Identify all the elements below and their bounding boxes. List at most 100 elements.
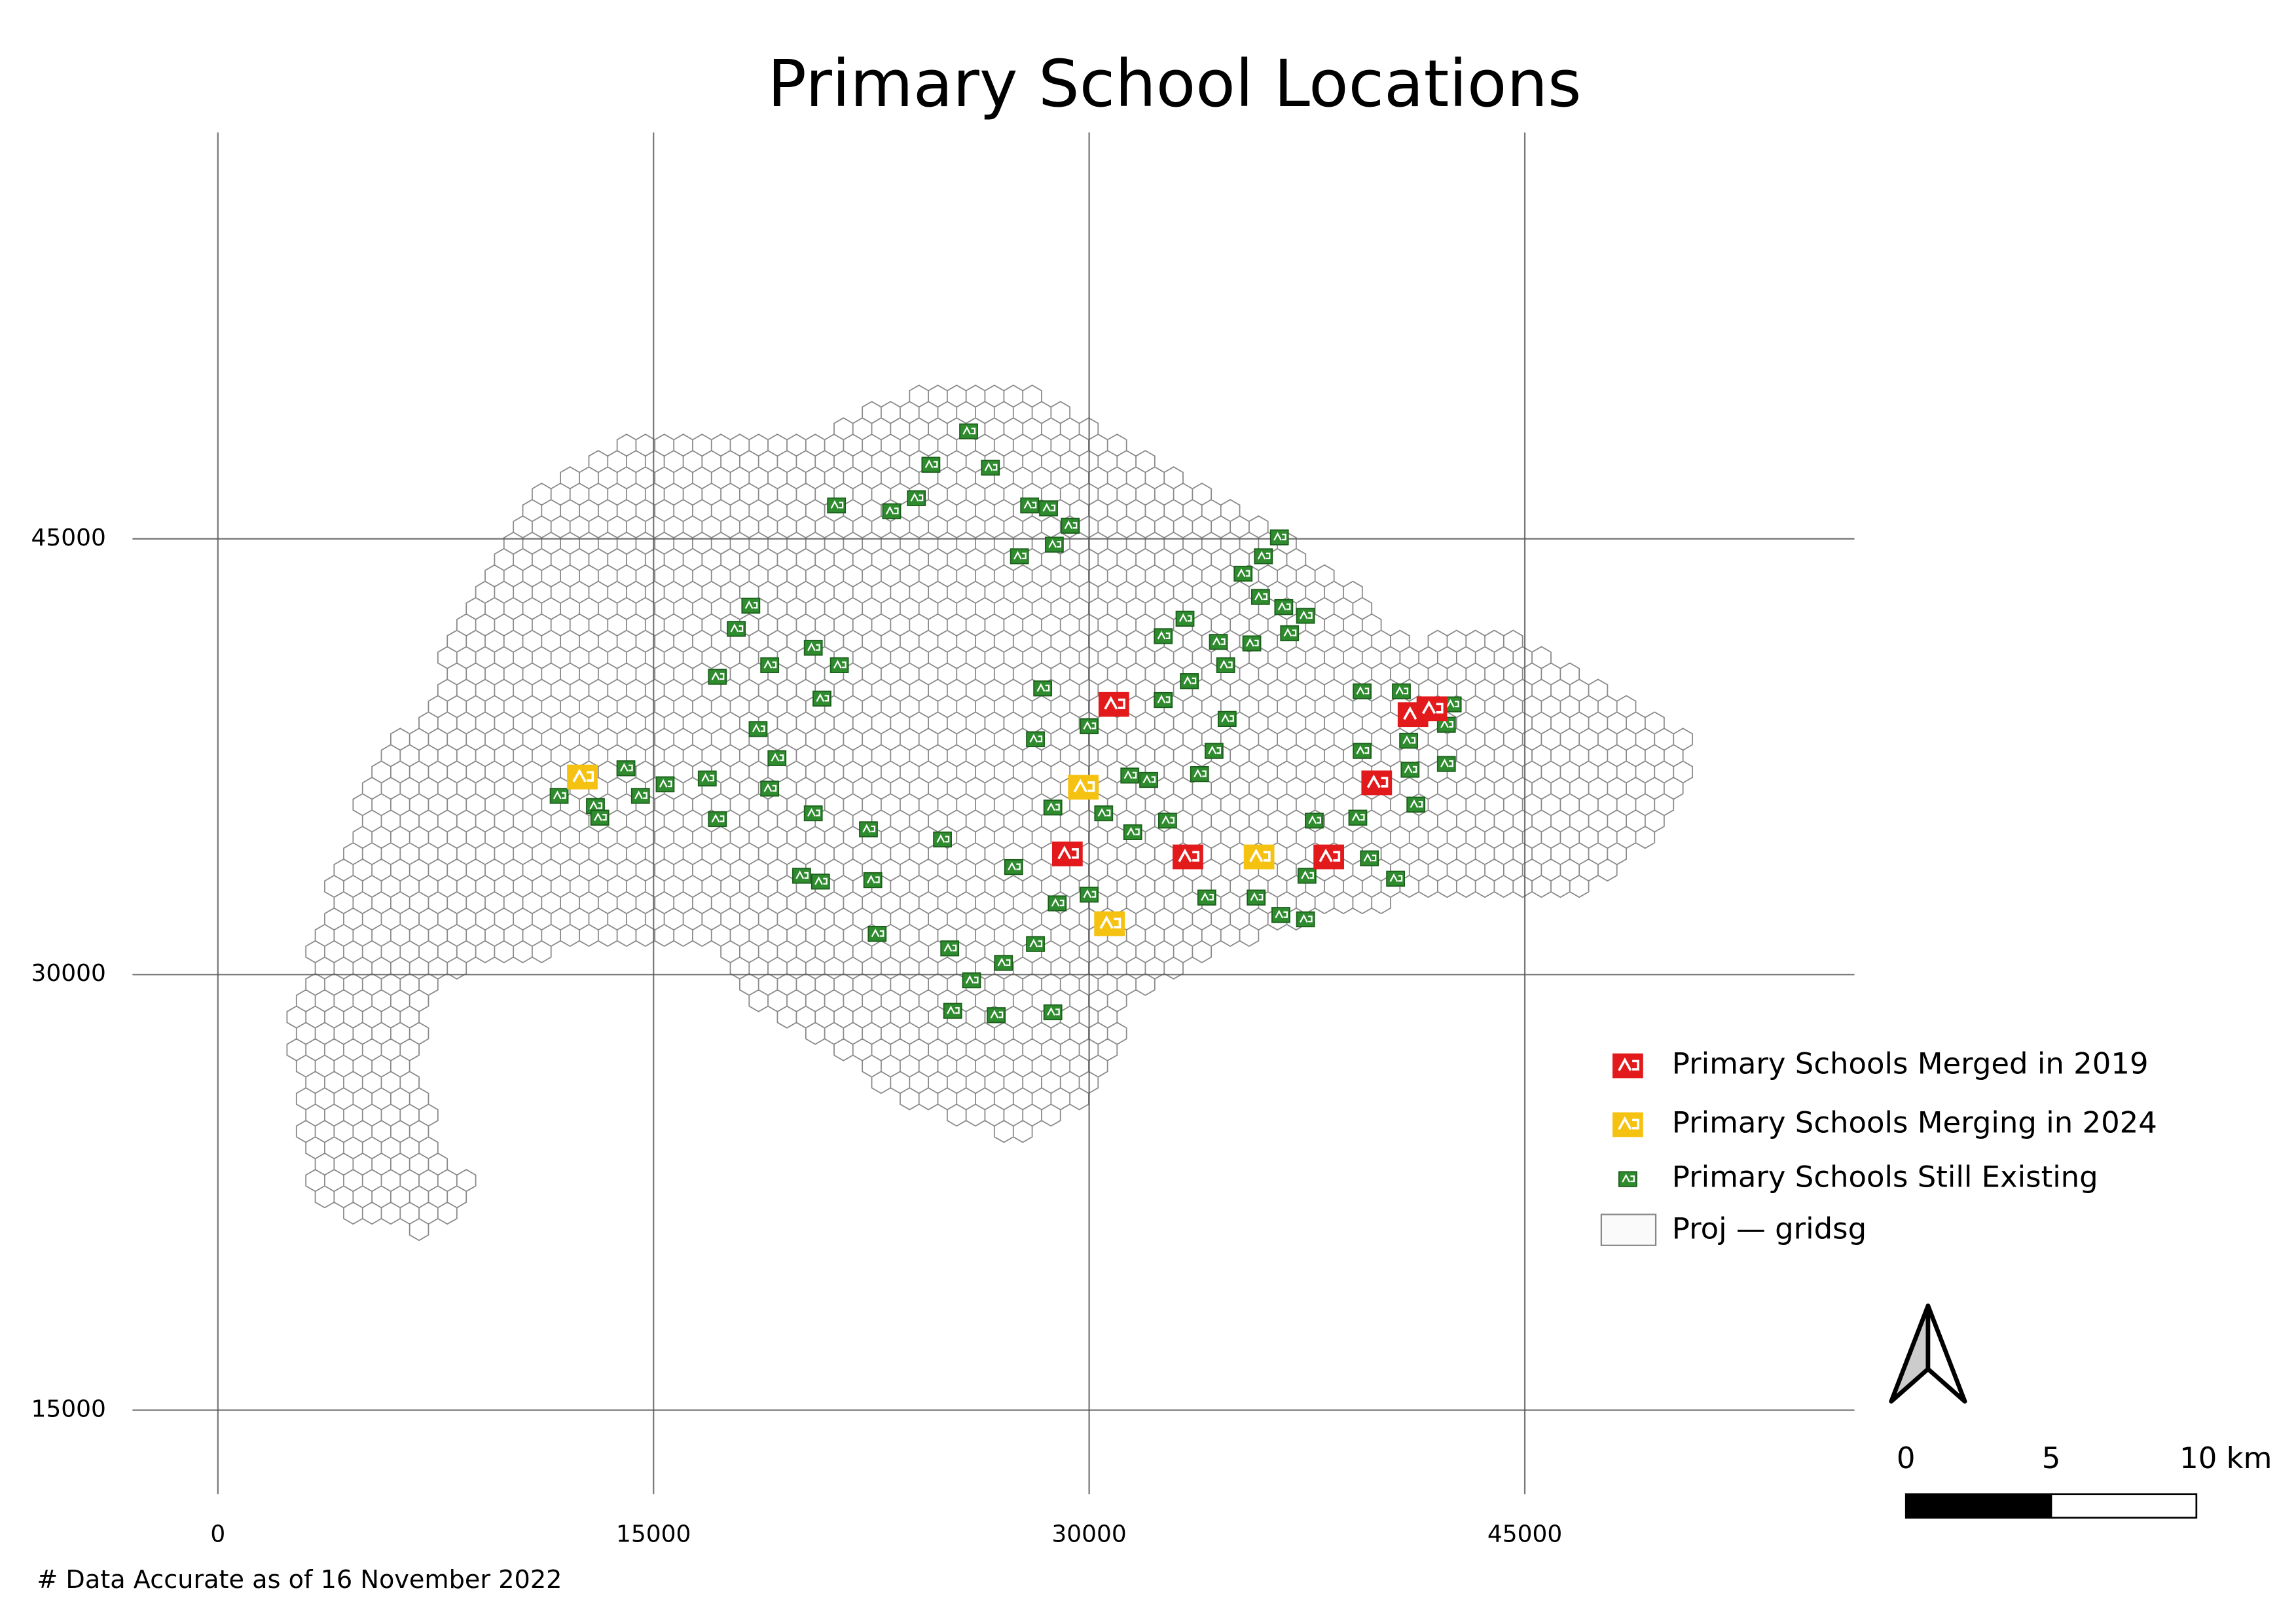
school-marker (921, 456, 941, 473)
school-marker (1048, 895, 1067, 912)
coordinate-grid (132, 132, 1855, 1494)
school-marker (549, 788, 569, 804)
school-marker-glyph (711, 671, 725, 680)
school-marker-glyph (1220, 659, 1233, 669)
school-marker (1098, 692, 1129, 717)
school-marker-glyph (962, 426, 976, 435)
school-marker-glyph (1254, 591, 1267, 600)
school-marker (1399, 732, 1418, 749)
school-marker (1061, 517, 1080, 534)
school-marker-glyph (1237, 568, 1250, 578)
school-marker-glyph (1249, 848, 1271, 862)
school-marker-glyph (862, 824, 876, 833)
school-marker-glyph (1410, 799, 1423, 808)
school-marker (1175, 610, 1195, 627)
school-marker (1154, 628, 1173, 644)
school-marker-body (1051, 841, 1083, 867)
school-marker-glyph (1157, 631, 1171, 640)
school-marker (1296, 911, 1315, 928)
y-tick-label: 45000 (31, 525, 106, 551)
legend-label: Primary Schools Still Existing (1672, 1160, 2098, 1194)
school-marker (708, 811, 727, 828)
school-marker-glyph (1036, 683, 1050, 692)
school-marker-glyph (1404, 764, 1417, 773)
north-arrow (1889, 1303, 1967, 1404)
school-marker (1217, 710, 1237, 728)
school-marker (792, 868, 811, 884)
x-tick-label: 15000 (616, 1521, 691, 1548)
map-title: Primary School Locations (767, 46, 1581, 122)
scale-segment (1904, 1493, 2052, 1519)
school-marker-glyph (1073, 779, 1095, 793)
school-marker-glyph (594, 812, 607, 821)
school-marker (1313, 844, 1344, 870)
school-marker (1386, 870, 1406, 887)
school-marker (760, 657, 780, 673)
school-marker-glyph (1083, 720, 1097, 729)
school-marker (1180, 673, 1199, 690)
school-marker (760, 781, 780, 797)
school-marker-glyph (1440, 758, 1453, 767)
school-marker-glyph (943, 943, 957, 952)
school-marker (1269, 529, 1289, 545)
school-marker-glyph (744, 600, 758, 609)
school-marker-glyph (965, 975, 979, 984)
school-marker (1392, 683, 1411, 699)
school-marker (727, 621, 746, 637)
school-marker-glyph (752, 724, 765, 733)
school-marker (1233, 565, 1253, 582)
school-marker (1216, 657, 1235, 673)
school-marker-glyph (1283, 628, 1297, 637)
school-marker-glyph (1194, 769, 1207, 778)
school-marker (1254, 548, 1273, 564)
school-marker-glyph (1178, 613, 1192, 622)
school-marker (1068, 775, 1099, 800)
school-marker (1154, 692, 1173, 709)
school-marker-glyph (1446, 699, 1459, 708)
school-marker-glyph (711, 813, 725, 822)
school-marker-glyph (990, 1010, 1004, 1019)
school-marker-glyph (1356, 686, 1370, 695)
school-marker (1045, 536, 1064, 553)
school-marker (811, 874, 830, 890)
school-marker (1020, 497, 1040, 513)
legend-swatch (1618, 1171, 1637, 1187)
school-marker (1274, 599, 1294, 616)
school-marker-glyph (1029, 733, 1043, 743)
school-marker (1250, 589, 1270, 605)
school-marker (1094, 911, 1125, 936)
school-marker-glyph (833, 659, 847, 669)
x-tick-label: 30000 (1051, 1521, 1126, 1548)
school-marker (1297, 868, 1317, 884)
school-marker-glyph (1051, 898, 1065, 907)
school-marker-glyph (1301, 870, 1314, 879)
school-marker-glyph (1104, 695, 1125, 710)
school-marker-glyph (984, 462, 998, 471)
school-marker (1123, 824, 1142, 840)
school-marker (1280, 625, 1300, 642)
school-marker-glyph (795, 870, 809, 879)
legend-swatch (1600, 1213, 1657, 1246)
school-marker (981, 460, 1000, 476)
school-marker-glyph (1351, 812, 1365, 821)
y-tick-label: 30000 (31, 960, 106, 987)
school-marker (1080, 718, 1099, 735)
school-marker-glyph (1097, 808, 1111, 817)
school-marker-glyph (1123, 770, 1137, 779)
school-marker-glyph (1208, 745, 1221, 754)
school-marker-glyph (572, 768, 594, 783)
school-marker-glyph (1273, 532, 1286, 541)
school-marker-glyph (1042, 503, 1056, 512)
school-marker-glyph (816, 693, 829, 702)
school-marker (1043, 800, 1063, 816)
school-marker-glyph (997, 957, 1011, 967)
school-marker (1139, 771, 1158, 788)
school-marker (933, 831, 952, 848)
school-marker (1026, 731, 1045, 748)
school-marker (1361, 770, 1393, 796)
school-marker (1247, 889, 1266, 906)
x-tick-label: 0 (210, 1521, 225, 1548)
school-marker (1094, 805, 1114, 822)
school-marker-glyph (619, 763, 633, 772)
